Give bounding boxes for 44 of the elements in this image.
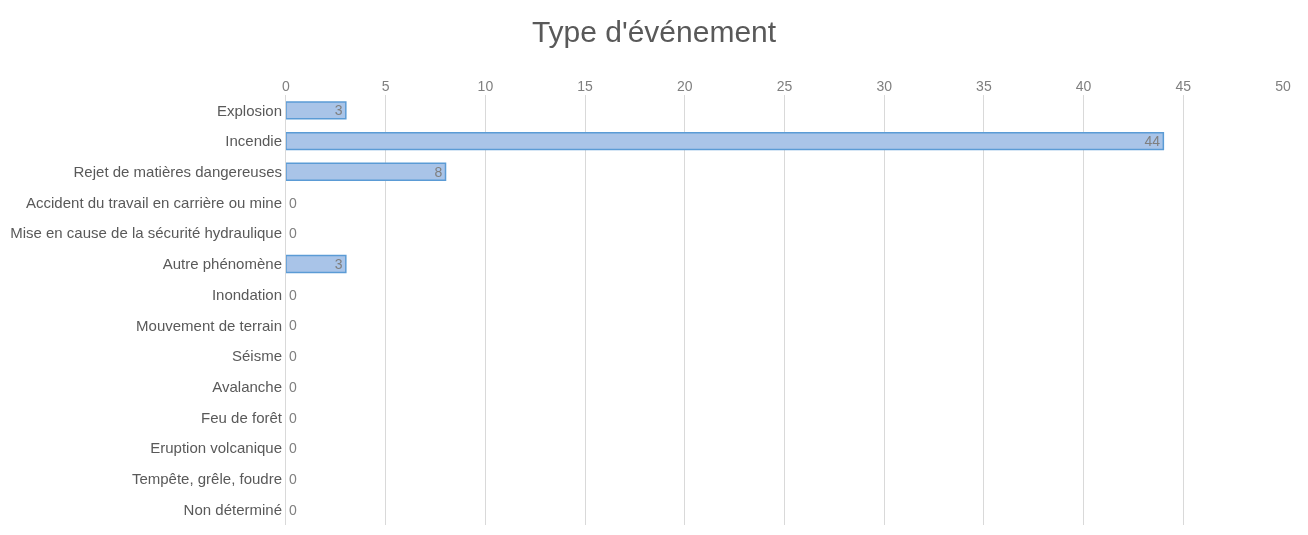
y-tick-label: Inondation	[211, 285, 282, 303]
x-tick-label: 40	[1075, 78, 1092, 95]
bar	[286, 131, 1165, 151]
data-label: 3	[334, 102, 343, 119]
y-tick-label: Incendie	[225, 132, 282, 150]
y-tick-label: Accident du travail en carrière ou mine	[26, 193, 282, 211]
y-tick-label: Mise en cause de la sécurité hydraulique	[10, 224, 282, 242]
data-label: 0	[289, 317, 297, 334]
data-label: 0	[289, 348, 297, 365]
data-label: 0	[289, 501, 297, 518]
x-tick-label: 0	[282, 78, 291, 95]
y-tick-label: Tempête, grêle, foudre	[131, 470, 282, 488]
x-tick-label: 45	[1175, 78, 1192, 95]
data-label: 3	[334, 255, 343, 272]
data-label: 0	[289, 194, 297, 211]
data-label: 8	[434, 163, 443, 180]
data-label: 44	[1144, 133, 1161, 150]
data-label: 0	[289, 378, 297, 395]
data-label: 0	[289, 470, 297, 487]
y-tick-label: Mouvement de terrain	[136, 316, 282, 334]
y-tick-label: Séisme	[231, 347, 282, 365]
x-tick-label: 50	[1275, 78, 1291, 95]
x-tick-label: 10	[477, 78, 494, 95]
chart-title: Type d'événement	[531, 15, 777, 49]
x-tick-label: 35	[976, 78, 992, 95]
data-label: 0	[289, 286, 297, 303]
data-label: 0	[289, 440, 297, 457]
bar	[286, 254, 347, 274]
x-tick-label: 5	[381, 78, 390, 95]
data-label: 0	[289, 225, 297, 242]
x-tick-label: 20	[677, 78, 693, 95]
y-tick-label: Autre phénomène	[162, 255, 282, 273]
x-tick-label: 15	[577, 78, 594, 95]
y-tick-label: Explosion	[216, 101, 282, 119]
y-tick-label: Rejet de matières dangereuses	[73, 163, 282, 181]
y-tick-label: Non déterminé	[183, 500, 282, 518]
data-label: 0	[289, 409, 297, 426]
bar	[286, 101, 347, 120]
y-tick-label: Avalanche	[212, 378, 282, 396]
x-tick-label: 25	[776, 78, 793, 95]
y-tick-label: Feu de forêt	[201, 408, 283, 426]
y-tick-label: Eruption volcanique	[150, 439, 282, 457]
bar	[286, 162, 447, 181]
x-tick-label: 30	[876, 78, 893, 95]
